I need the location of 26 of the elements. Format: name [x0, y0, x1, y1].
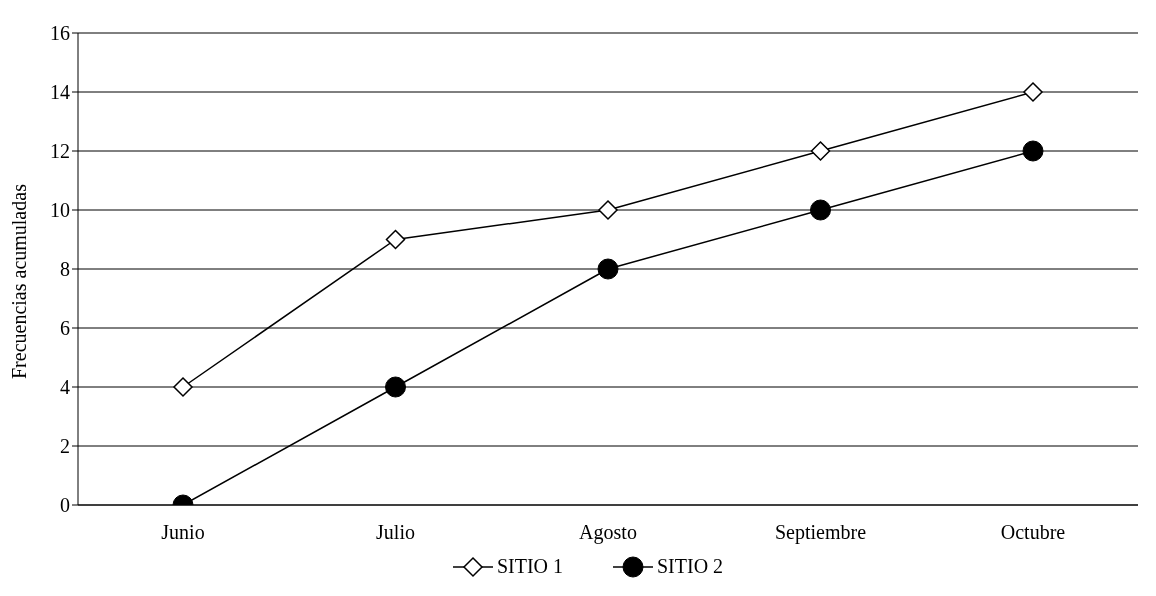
x-tick-label: Octubre: [1000, 521, 1066, 544]
y-tick-label: 8: [60, 258, 70, 281]
point: [598, 200, 618, 220]
x-tick-label: Agosto: [579, 521, 637, 545]
y-axis-title: Frecuencias acumuladas: [8, 183, 31, 379]
point: [810, 199, 831, 221]
point: [597, 258, 619, 280]
x-tick-label: Septiembre: [774, 521, 867, 545]
y-tick-label: 0: [60, 494, 70, 517]
x-tick-label: Junio: [161, 521, 205, 544]
y-tick-label: 10: [50, 199, 70, 222]
y-tick-label: 14: [50, 81, 70, 104]
point: [810, 141, 831, 161]
point: [1022, 140, 1044, 162]
point: [173, 377, 193, 397]
legend-label: SITIO 2: [656, 555, 724, 578]
y-tick-label: 12: [50, 140, 70, 163]
y-tick-label: 6: [60, 317, 70, 340]
point: [385, 376, 406, 398]
legend-label: SITIO 1: [495, 555, 563, 578]
y-tick-label: 4: [60, 376, 70, 399]
point: [385, 229, 406, 250]
x-tick-label: Julio: [376, 521, 415, 544]
y-tick-label: 16: [50, 22, 70, 45]
point: [1023, 82, 1043, 102]
y-tick-label: 2: [60, 435, 70, 458]
